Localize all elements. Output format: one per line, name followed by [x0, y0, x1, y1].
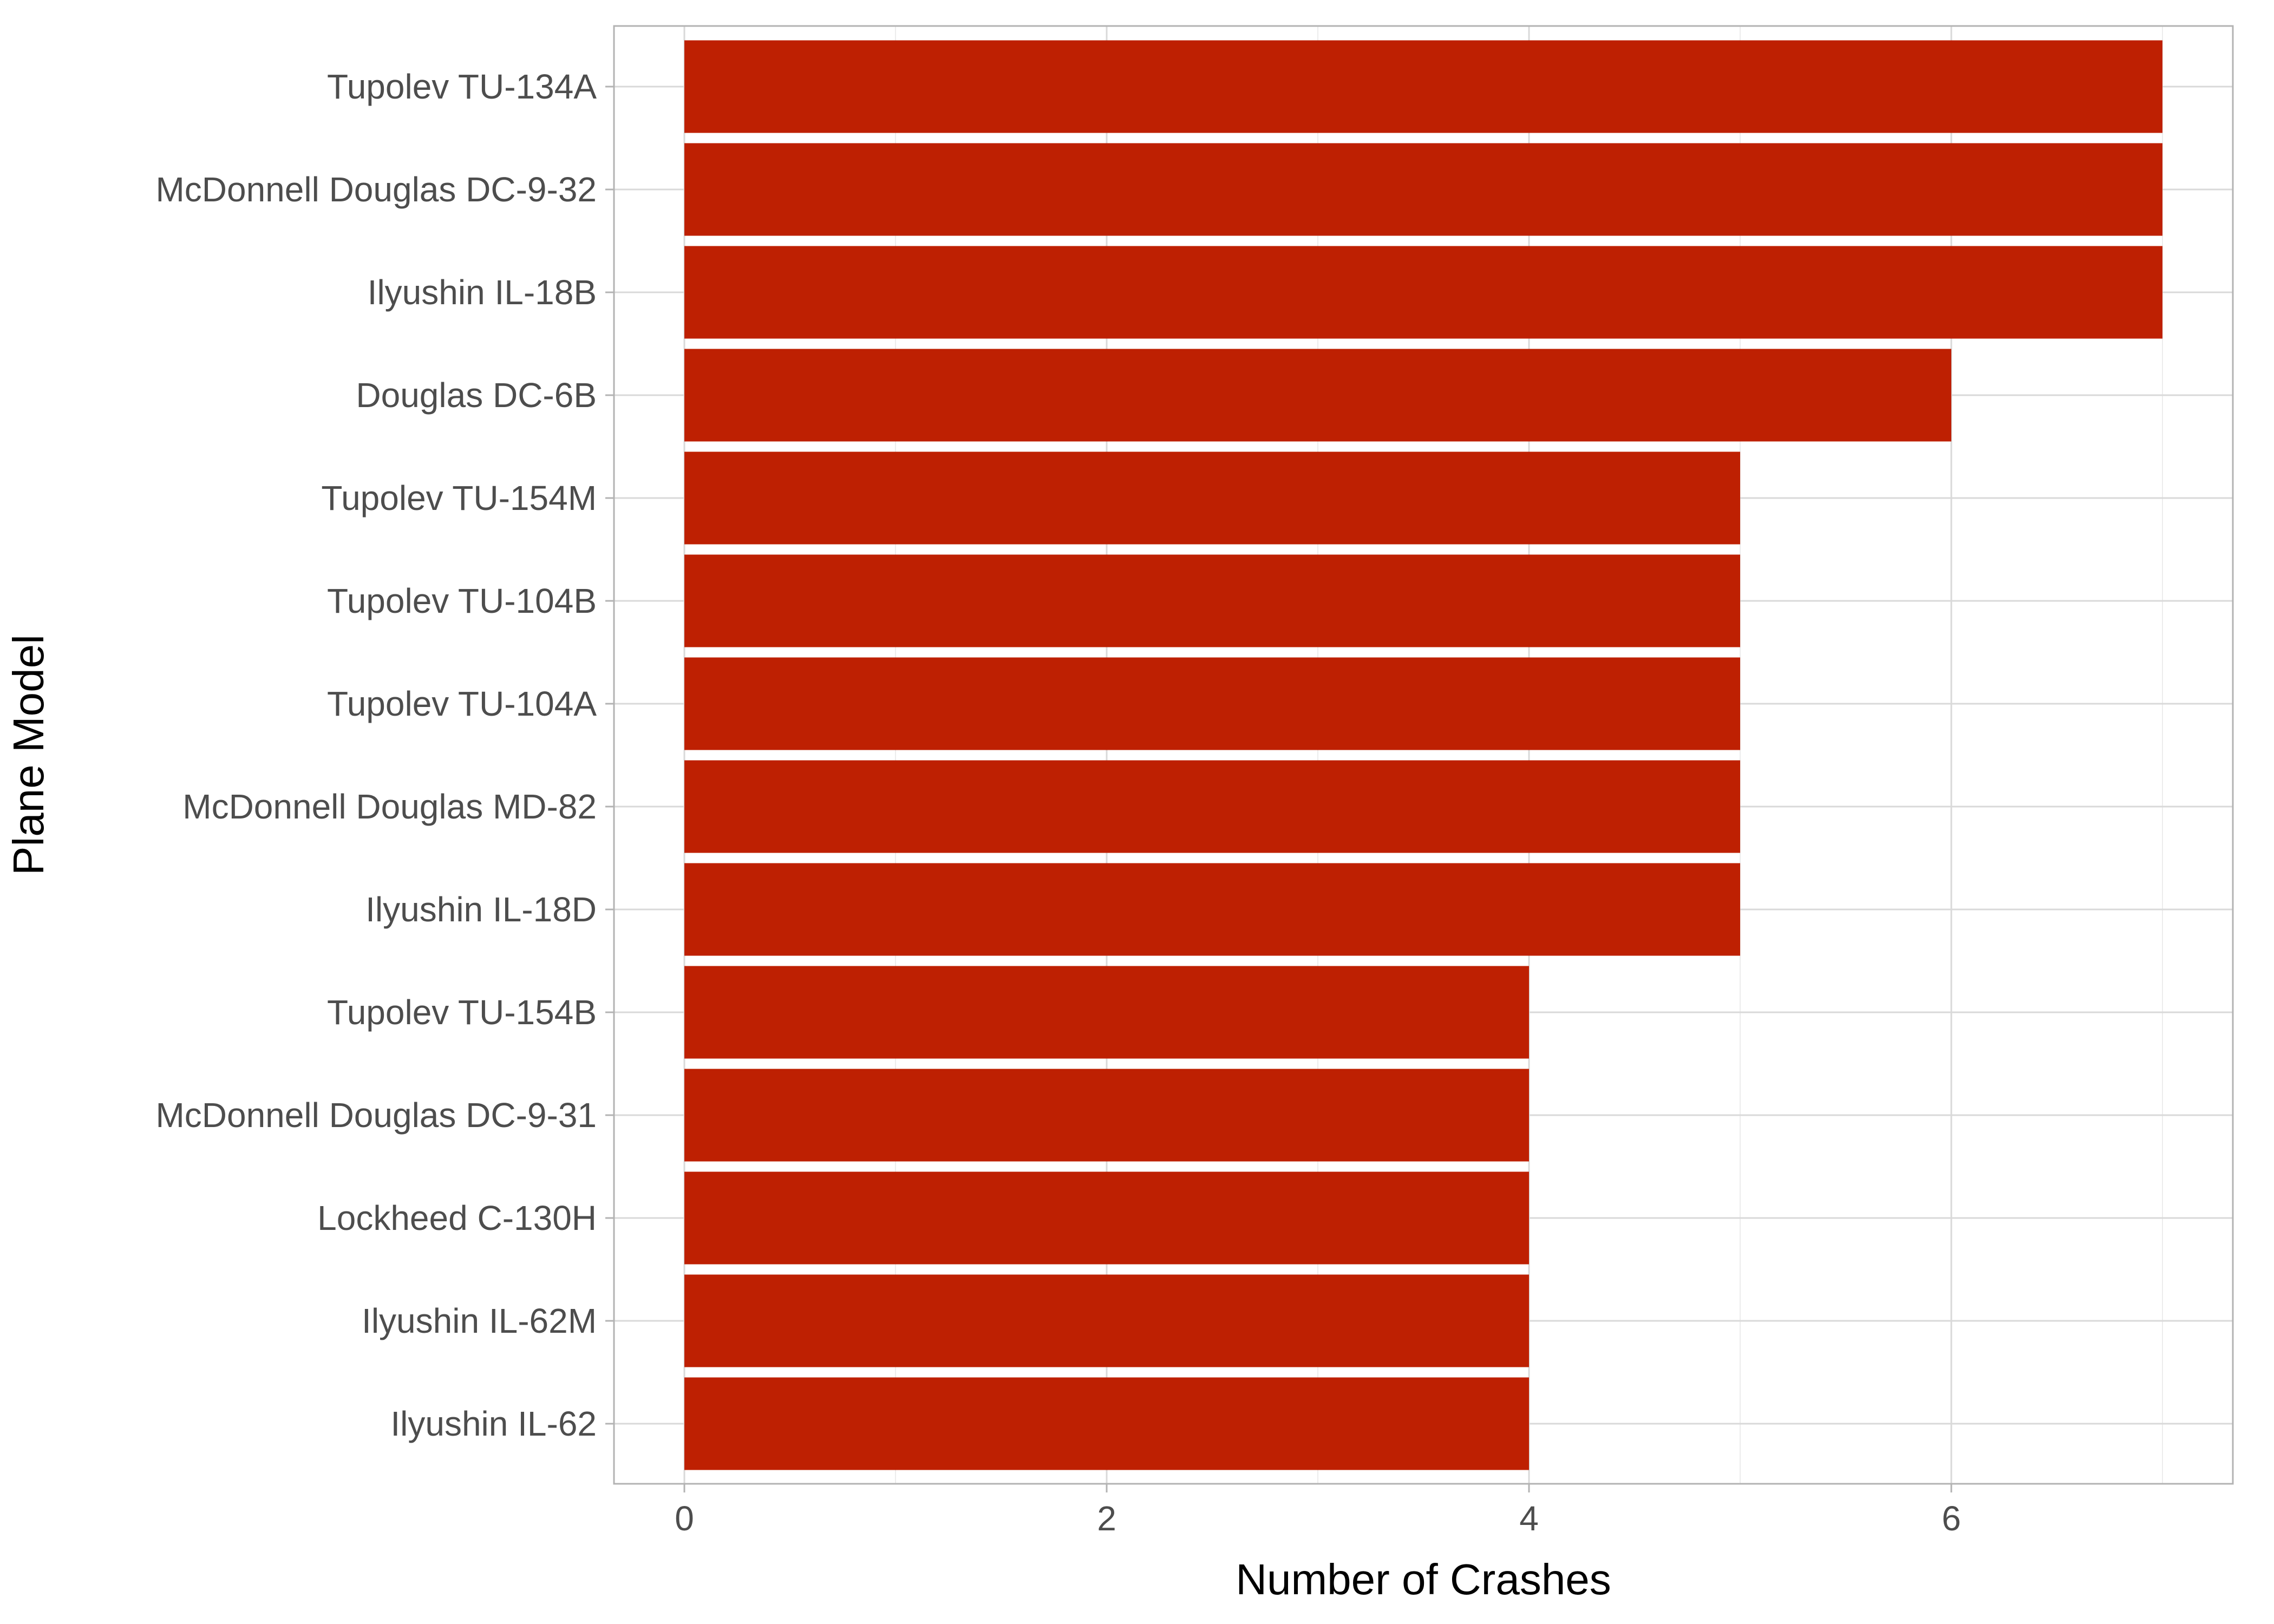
- y-tick-label: Tupolev TU-154B: [327, 993, 597, 1032]
- y-tick-label: Ilyushin IL-18D: [365, 890, 597, 929]
- y-tick-label: Ilyushin IL-62: [390, 1404, 597, 1443]
- bar: [684, 966, 1529, 1059]
- x-axis-title: Number of Crashes: [1236, 1555, 1611, 1603]
- y-tick-label: Tupolev TU-104B: [327, 581, 597, 620]
- bar: [684, 40, 2162, 133]
- x-tick-label: 6: [1942, 1499, 1961, 1538]
- y-tick-label: McDonnell Douglas MD-82: [182, 787, 597, 826]
- bar: [684, 657, 1740, 750]
- x-axis: 0 2 4 6: [675, 1484, 1961, 1538]
- y-tick-label: Lockheed C-130H: [317, 1199, 597, 1237]
- y-axis: Tupolev TU-134A McDonnell Douglas DC-9-32…: [155, 67, 614, 1443]
- bar: [684, 760, 1740, 853]
- y-tick-label: Tupolev TU-154M: [321, 479, 597, 518]
- bar: [684, 1377, 1529, 1470]
- bar: [684, 1171, 1529, 1265]
- y-tick-label: Tupolev TU-104A: [327, 684, 597, 723]
- bar: [684, 246, 2162, 339]
- bar: [684, 1069, 1529, 1162]
- y-axis-title: Plane Model: [4, 634, 53, 875]
- plot-panel-border: [613, 25, 2234, 1485]
- y-tick-label: McDonnell Douglas DC-9-31: [155, 1096, 597, 1135]
- x-tick-label: 2: [1097, 1499, 1116, 1538]
- bar: [684, 451, 1740, 545]
- bar: [684, 1274, 1529, 1367]
- y-tick-label: Douglas DC-6B: [356, 376, 597, 415]
- x-tick-label: 4: [1519, 1499, 1539, 1538]
- y-tick-label: Tupolev TU-134A: [327, 67, 597, 106]
- y-tick-label: Ilyushin IL-18B: [368, 273, 597, 312]
- bar: [684, 349, 1951, 442]
- y-tick-label: McDonnell Douglas DC-9-32: [155, 170, 597, 209]
- bar: [684, 143, 2162, 236]
- bars: [684, 40, 2162, 1470]
- y-tick-label: Ilyushin IL-62M: [362, 1301, 597, 1340]
- bar: [684, 554, 1740, 647]
- x-tick-label: 0: [675, 1499, 694, 1538]
- bar: [684, 863, 1740, 956]
